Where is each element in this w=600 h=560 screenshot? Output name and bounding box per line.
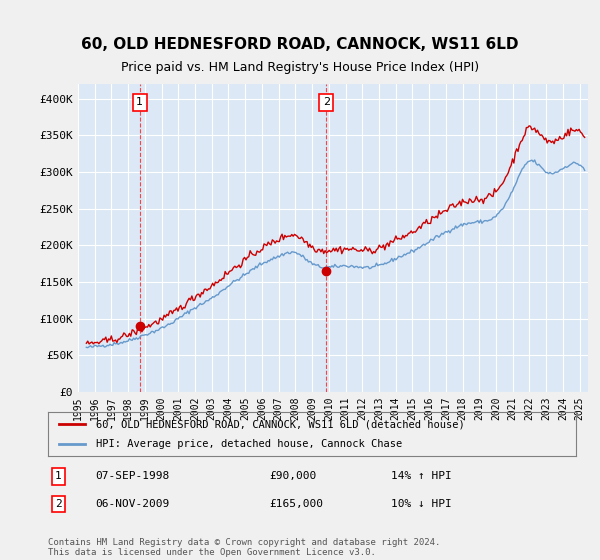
Text: 06-NOV-2009: 06-NOV-2009 — [95, 499, 170, 509]
Text: Contains HM Land Registry data © Crown copyright and database right 2024.
This d: Contains HM Land Registry data © Crown c… — [48, 538, 440, 557]
Text: 60, OLD HEDNESFORD ROAD, CANNOCK, WS11 6LD (detached house): 60, OLD HEDNESFORD ROAD, CANNOCK, WS11 6… — [95, 419, 464, 429]
Text: 2: 2 — [55, 499, 62, 509]
Text: £90,000: £90,000 — [270, 471, 317, 481]
Text: 14% ↑ HPI: 14% ↑ HPI — [391, 471, 452, 481]
Text: 07-SEP-1998: 07-SEP-1998 — [95, 471, 170, 481]
Text: 10% ↓ HPI: 10% ↓ HPI — [391, 499, 452, 509]
Text: Price paid vs. HM Land Registry's House Price Index (HPI): Price paid vs. HM Land Registry's House … — [121, 60, 479, 74]
Text: 1: 1 — [55, 471, 62, 481]
Text: HPI: Average price, detached house, Cannock Chase: HPI: Average price, detached house, Cann… — [95, 439, 402, 449]
Text: 1: 1 — [136, 97, 143, 108]
Text: £165,000: £165,000 — [270, 499, 324, 509]
Text: 60, OLD HEDNESFORD ROAD, CANNOCK, WS11 6LD: 60, OLD HEDNESFORD ROAD, CANNOCK, WS11 6… — [81, 38, 519, 52]
Text: 2: 2 — [323, 97, 330, 108]
